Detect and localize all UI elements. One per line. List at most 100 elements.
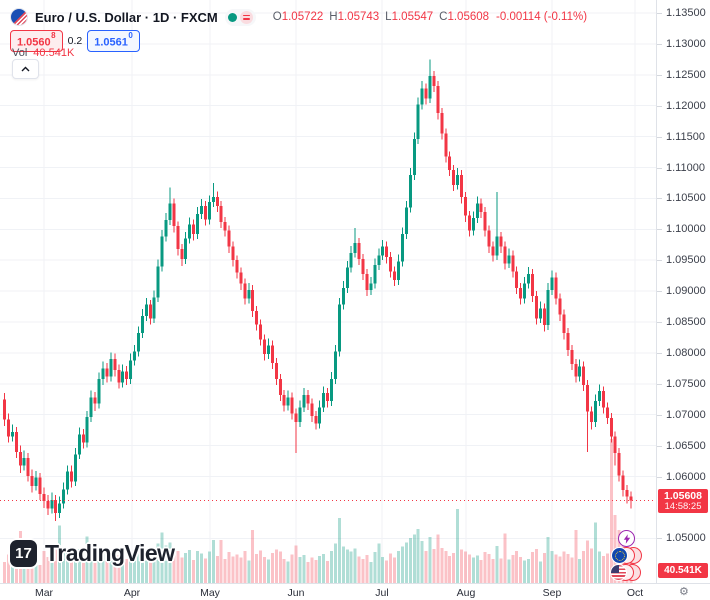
- volume-bar: [310, 557, 314, 583]
- month-tick-label: Jul: [375, 587, 389, 599]
- candle-body: [211, 197, 215, 203]
- volume-bar: [420, 541, 424, 583]
- volume-bar: [345, 549, 349, 583]
- candle-body: [30, 475, 34, 486]
- candle-body: [566, 333, 570, 350]
- volume-bar: [140, 551, 144, 583]
- candle-body: [168, 203, 172, 221]
- us-flag-icon: [610, 564, 627, 581]
- candle-body: [353, 242, 357, 253]
- volume-bar: [109, 550, 113, 583]
- candle-body: [507, 255, 511, 264]
- candle-body: [534, 296, 538, 319]
- candle-body: [109, 359, 113, 377]
- feed-lines-icon[interactable]: [239, 10, 253, 24]
- candle-body: [503, 246, 507, 264]
- candle-body: [483, 211, 487, 231]
- candle-body: [416, 104, 420, 140]
- volume-bar: [487, 553, 491, 583]
- buy-ask-button[interactable]: 1.05610: [87, 30, 140, 52]
- candle-body: [6, 419, 10, 437]
- volume-bar: [578, 558, 582, 583]
- volume-bar: [156, 543, 160, 583]
- volume-bar: [326, 561, 330, 583]
- price-scale[interactable]: 1.05608 14:58:25 40.541K 1.13500 1.13000 1…: [656, 0, 710, 583]
- candle-body: [50, 499, 54, 509]
- eu-economic-events-icon[interactable]: [611, 547, 645, 564]
- volume-axis-label: 40.541K: [658, 563, 708, 578]
- price-tick-label: 1.12000: [657, 100, 706, 112]
- volume-bar: [385, 560, 389, 583]
- volume-bar: [22, 556, 26, 583]
- volume-bar: [101, 553, 105, 583]
- candle-body: [251, 289, 255, 311]
- volume-indicator-label[interactable]: Vol: [12, 47, 28, 59]
- candle-body: [93, 397, 97, 404]
- volume-bar: [530, 552, 534, 583]
- lightning-event-icon[interactable]: [618, 530, 635, 547]
- volume-bar: [129, 552, 133, 583]
- volume-bar: [475, 555, 479, 583]
- candle-body: [263, 339, 267, 355]
- candle-body: [266, 345, 270, 355]
- candle-body: [621, 475, 625, 491]
- candle-body: [586, 385, 590, 412]
- candle-body: [389, 257, 393, 272]
- price-tick-label: 1.08000: [657, 347, 706, 359]
- candle-body: [259, 324, 263, 340]
- volume-bar: [223, 558, 227, 583]
- volume-bar: [597, 551, 601, 583]
- candle-body: [89, 397, 93, 418]
- candle-body: [420, 88, 424, 105]
- candle-body: [34, 477, 38, 486]
- candle-body: [605, 407, 609, 418]
- scale-settings-gear-icon[interactable]: ⚙: [679, 586, 689, 598]
- candle-body: [203, 205, 207, 220]
- volume-bar: [586, 540, 590, 583]
- candle-body: [73, 454, 77, 482]
- volume-bar: [511, 554, 515, 583]
- price-tick-label: 1.12500: [657, 69, 706, 81]
- candle-body: [333, 351, 337, 379]
- symbol-title[interactable]: Euro / U.S. Dollar · 1D · FXCM: [35, 9, 218, 25]
- sell-bid-button[interactable]: 1.05608: [10, 30, 63, 52]
- volume-bar: [136, 547, 140, 583]
- symbol-header: Euro / U.S. Dollar · 1D · FXCM O1.05722 H…: [10, 8, 587, 26]
- candle-body: [176, 226, 180, 250]
- volume-bar: [582, 551, 586, 583]
- maximize-pane-button[interactable]: [12, 59, 39, 79]
- time-scale[interactable]: Mar Apr May Jun Jul Aug Sep Oct: [0, 583, 710, 600]
- candle-body: [133, 351, 137, 361]
- volume-bar: [192, 559, 196, 583]
- volume-bar: [58, 525, 62, 583]
- volume-bar: [594, 522, 597, 583]
- volume-bar: [152, 548, 156, 583]
- volume-bar: [562, 551, 566, 583]
- tradingview-watermark: 17 TradingView: [10, 540, 175, 567]
- volume-bar: [495, 546, 499, 583]
- candle-body: [85, 417, 89, 443]
- candle-body: [538, 308, 542, 319]
- candle-body: [26, 457, 30, 476]
- candle-body: [519, 288, 523, 299]
- candle-body: [330, 378, 334, 402]
- volume-bar: [322, 553, 326, 583]
- volume-bar: [69, 560, 73, 583]
- candle-body: [337, 304, 341, 352]
- candle-body: [227, 230, 231, 247]
- candle-body: [357, 242, 361, 259]
- price-tick-label: 1.11500: [657, 131, 705, 143]
- candle-body: [562, 314, 566, 334]
- volume-bar: [550, 551, 554, 583]
- volume-bar: [491, 558, 495, 583]
- volume-bar: [113, 557, 117, 583]
- eurusd-pair-flag-icon: [10, 8, 28, 26]
- candle-body: [125, 371, 129, 379]
- candle-body: [219, 205, 223, 222]
- volume-bar: [605, 553, 609, 583]
- volume-bar: [184, 552, 188, 583]
- volume-bar: [73, 551, 77, 583]
- us-economic-events-icon[interactable]: [610, 564, 644, 581]
- candle-body: [546, 289, 550, 326]
